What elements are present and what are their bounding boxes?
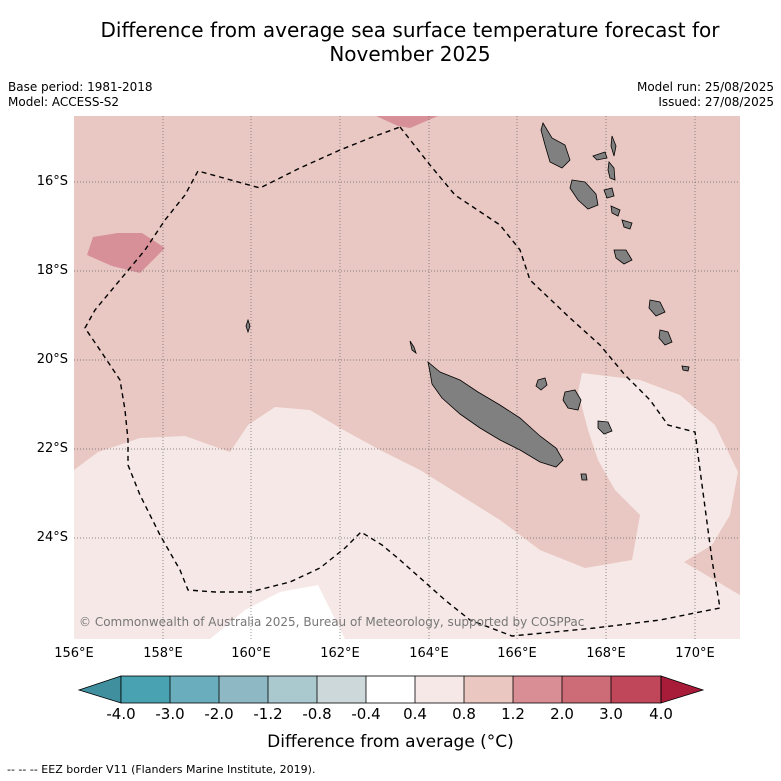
colorbar-tick: 0.8 (452, 705, 476, 723)
colorbar-dividers (169, 676, 612, 703)
map-title: Difference from average sea surface temp… (40, 18, 780, 66)
island-efate (613, 249, 633, 265)
colorbar-segment-10 (562, 676, 611, 703)
colorbar-segment-8 (464, 676, 513, 703)
issued-date: Issued: 27/08/2025 (658, 95, 774, 109)
island-ouvea (535, 377, 548, 391)
colorbar-extend-high (660, 675, 705, 704)
island-espiritu-santo (540, 122, 571, 169)
gridlines (74, 116, 740, 639)
colorbar-tick: -4.0 (106, 705, 136, 723)
lat-tick-20s: 20°S (36, 352, 68, 367)
colorbar-tick: 2.0 (550, 705, 574, 723)
colorbar-tick: 1.2 (501, 705, 525, 723)
lon-tick-170e: 170°E (675, 646, 715, 661)
colorbar-segment-4 (268, 676, 317, 703)
anomaly-band-1-2-2-0-west (87, 233, 165, 273)
colorbar-segment-3 (219, 676, 268, 703)
island-aneityum (681, 365, 690, 372)
colorbar-segment-9 (513, 676, 562, 703)
colorbar-tick: 4.0 (649, 705, 673, 723)
map-area (74, 116, 740, 639)
island-epi (610, 205, 621, 217)
colorbar (77, 675, 705, 704)
colorbar-tick: -3.0 (155, 705, 185, 723)
copyright-notice: © Commonwealth of Australia 2025, Bureau… (79, 615, 585, 629)
meta-left: Base period: 1981-2018 Model: ACCESS-S2 (8, 80, 153, 110)
colorbar-tick: -0.8 (302, 705, 332, 723)
title-line-2: November 2025 (329, 42, 491, 66)
model-run: Model run: 25/08/2025 (636, 80, 774, 94)
colorbar-label: Difference from average (°C) (267, 732, 514, 752)
lon-tick-156e: 156°E (54, 646, 94, 661)
anomaly-neutral-patch (210, 585, 345, 639)
model-name: Model: ACCESS-S2 (8, 95, 120, 109)
lat-tick-24s: 24°S (36, 530, 68, 545)
colorbar-tick: 0.4 (403, 705, 427, 723)
lon-tick-162e: 162°E (320, 646, 360, 661)
island-mare (597, 420, 613, 435)
island-ambrym (603, 187, 615, 199)
lat-tick-18s: 18°S (36, 263, 68, 278)
colorbar-segment-6 (366, 676, 415, 703)
island-lifou (562, 389, 582, 411)
lon-tick-158e: 158°E (143, 646, 183, 661)
eez-border (84, 126, 721, 637)
lon-tick-166e: 166°E (497, 646, 537, 661)
island-pentecost (607, 161, 616, 181)
island-erromango (648, 299, 666, 317)
colorbar-segment-7 (415, 676, 464, 703)
colorbar-tick: -2.0 (204, 705, 234, 723)
island-belep (409, 340, 417, 355)
lat-tick-22s: 22°S (36, 441, 68, 456)
island-malakula (569, 179, 599, 210)
island-maewo (592, 151, 608, 161)
colorbar-segment-5 (317, 676, 366, 703)
colorbar-outline (120, 675, 662, 704)
anomaly-band-0-4-0-8-south (74, 373, 740, 639)
colorbar-segment-2 (170, 676, 219, 703)
island-chesterfield (245, 318, 251, 334)
island-tanna (658, 329, 673, 346)
lat-tick-16s: 16°S (36, 174, 68, 189)
colorbar-tick: 3.0 (599, 705, 623, 723)
anomaly-band-1-2-2-0-north (376, 116, 438, 128)
colorbar-tick: -0.4 (351, 705, 381, 723)
lon-tick-164e: 164°E (409, 646, 449, 661)
island-isle-of-pines (580, 473, 588, 481)
lon-tick-168e: 168°E (586, 646, 626, 661)
island-ambae (610, 135, 617, 157)
eez-footnote: -- -- -- EEZ border V11 (Flanders Marine… (7, 763, 316, 776)
title-line-1: Difference from average sea surface temp… (100, 18, 720, 42)
new-caledonia (427, 360, 564, 468)
island-shepherd (621, 219, 633, 230)
colorbar-extend-low (77, 675, 122, 704)
lon-tick-160e: 160°E (231, 646, 271, 661)
meta-right: Model run: 25/08/2025 Issued: 27/08/2025 (637, 80, 774, 110)
colorbar-segment-11 (611, 676, 661, 703)
base-period: Base period: 1981-2018 (8, 80, 153, 94)
colorbar-segment-1 (121, 676, 170, 703)
land-masses (245, 122, 690, 481)
colorbar-tick: -1.2 (253, 705, 283, 723)
